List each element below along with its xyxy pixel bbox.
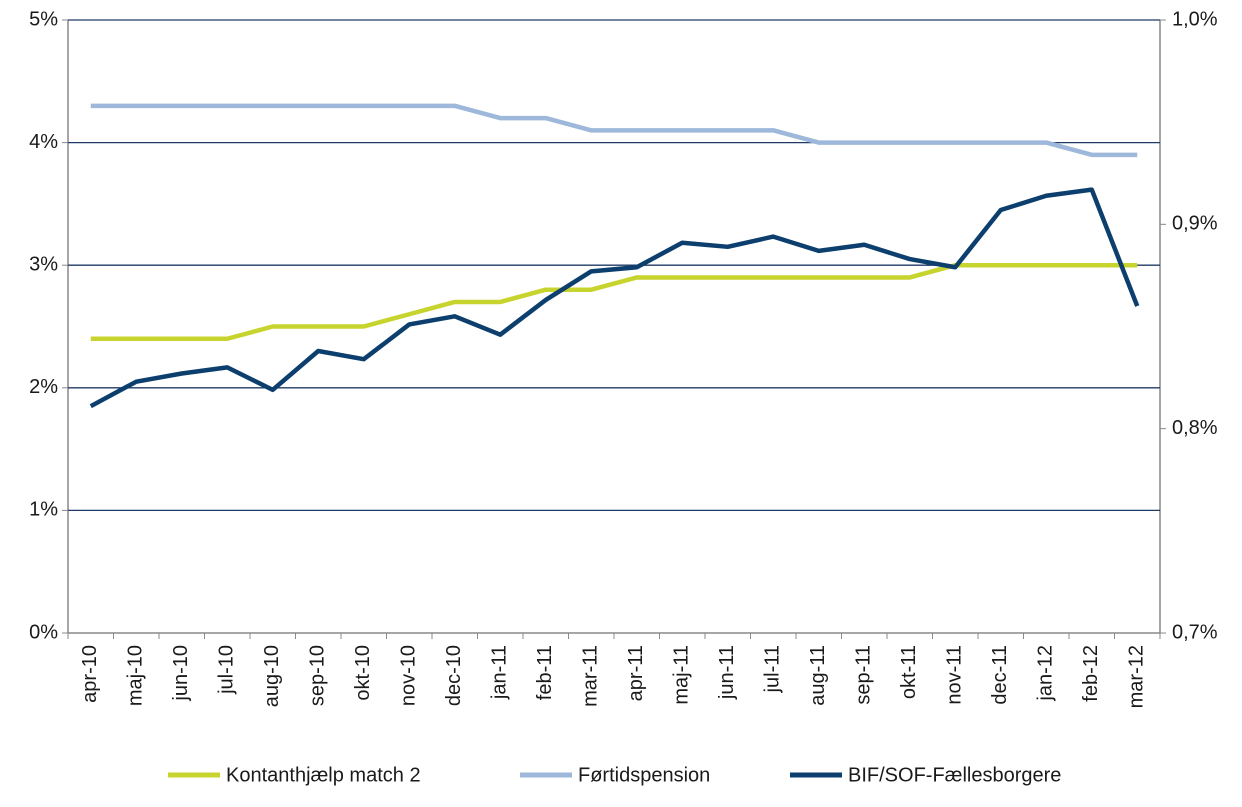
y-tick-label: 2% (29, 376, 58, 398)
x-tick-label: maj-10 (125, 645, 147, 706)
x-tick-label: dec-11 (989, 645, 1011, 705)
x-tick-label: okt-10 (352, 645, 374, 701)
x-tick-label: jun-11 (716, 645, 738, 700)
legend-label: Kontanthjælp match 2 (226, 764, 421, 786)
x-tick-label: nov-11 (944, 645, 966, 705)
y-tick-label: 0% (29, 621, 58, 643)
y-tick-label: 1% (29, 499, 58, 521)
y-tick-label: 5% (29, 8, 58, 30)
series-line (90, 103, 1138, 158)
x-tick-label: okt-11 (898, 645, 920, 699)
legend-label: BIF/SOF-Fællesborgere (848, 764, 1061, 786)
y2-tick-label: 1,0% (1172, 8, 1218, 30)
legend-label: Førtidspension (578, 764, 710, 786)
x-tick-label: nov-10 (398, 645, 420, 706)
y-tick-label: 3% (29, 253, 58, 275)
series-line (89, 187, 1140, 409)
x-tick-label: aug-10 (261, 645, 283, 707)
y-tick-label: 4% (29, 131, 58, 153)
x-tick-label: jan-12 (1035, 645, 1057, 702)
y2-tick-label: 0,9% (1172, 213, 1218, 235)
x-tick-label: sep-11 (853, 645, 875, 705)
x-tick-label: aug-11 (807, 645, 829, 706)
x-tick-label: mar-12 (1126, 645, 1148, 708)
x-tick-label: sep-10 (307, 645, 329, 706)
y2-tick-label: 0,8% (1172, 417, 1218, 439)
x-tick-label: apr-11 (625, 645, 647, 701)
x-tick-label: jun-10 (170, 645, 192, 702)
x-tick-label: apr-10 (79, 645, 101, 703)
x-tick-label: jan-11 (489, 645, 511, 700)
y2-tick-label: 0,7% (1172, 621, 1218, 643)
x-tick-label: maj-11 (671, 645, 693, 705)
x-tick-label: feb-12 (1080, 645, 1102, 702)
x-tick-label: dec-10 (443, 645, 465, 706)
x-tick-label: jul-10 (216, 645, 238, 695)
x-tick-label: mar-11 (580, 645, 602, 707)
series-line (90, 262, 1138, 342)
x-tick-label: feb-11 (534, 645, 556, 700)
x-tick-label: jul-11 (762, 645, 784, 693)
